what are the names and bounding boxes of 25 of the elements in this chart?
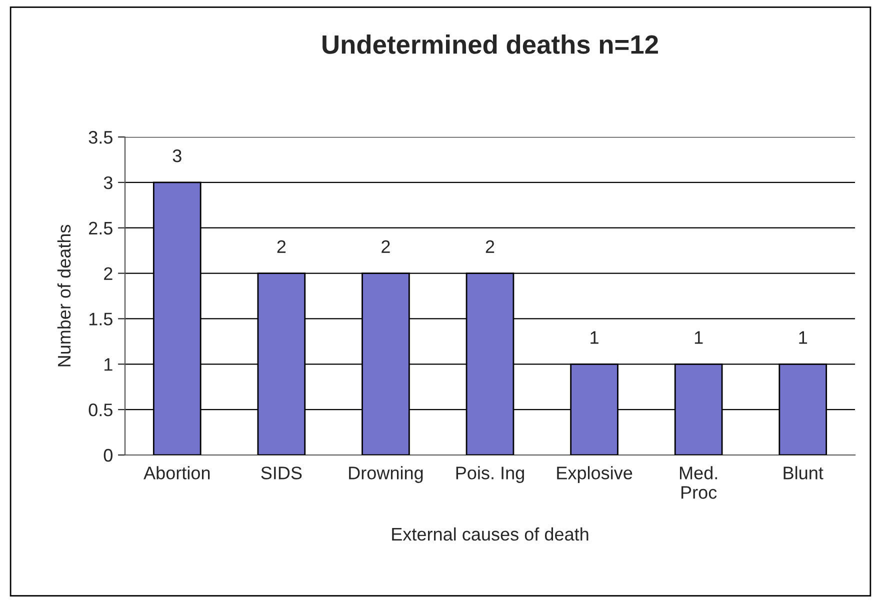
y-tick-label: 1.5 bbox=[89, 312, 112, 326]
data-label: 3 bbox=[172, 149, 182, 162]
x-tick-label: Pois. Ing bbox=[456, 466, 524, 483]
data-label: 2 bbox=[277, 240, 286, 253]
x-tick-label: Explosive bbox=[557, 466, 632, 483]
y-tick-label: 3.5 bbox=[88, 130, 112, 144]
y-tick-label: 1 bbox=[104, 358, 112, 371]
data-label: 1 bbox=[590, 331, 598, 344]
y-axis-title: Number of deaths bbox=[57, 224, 71, 366]
y-tick-label: 2.5 bbox=[89, 222, 112, 235]
y-tick-label: 3 bbox=[104, 176, 112, 190]
data-label: 1 bbox=[694, 331, 703, 344]
y-tick-label: 2 bbox=[104, 267, 112, 280]
y-tick-label: 0.5 bbox=[88, 404, 112, 416]
x-axis-title: External causes of death bbox=[392, 527, 588, 541]
x-tick-label: Med. Proc bbox=[680, 466, 717, 499]
x-tick-label: Abortion bbox=[144, 466, 210, 480]
data-label: 2 bbox=[382, 240, 390, 253]
chart-title: Undetermined deaths n=12 bbox=[322, 34, 658, 54]
x-tick-label: Blunt bbox=[784, 466, 824, 480]
data-label: 2 bbox=[486, 240, 494, 253]
x-tick-label: SIDS bbox=[261, 466, 302, 480]
y-tick-label: 0 bbox=[104, 448, 112, 462]
x-tick-label: Drowning bbox=[349, 466, 423, 483]
data-label: 1 bbox=[799, 331, 807, 344]
